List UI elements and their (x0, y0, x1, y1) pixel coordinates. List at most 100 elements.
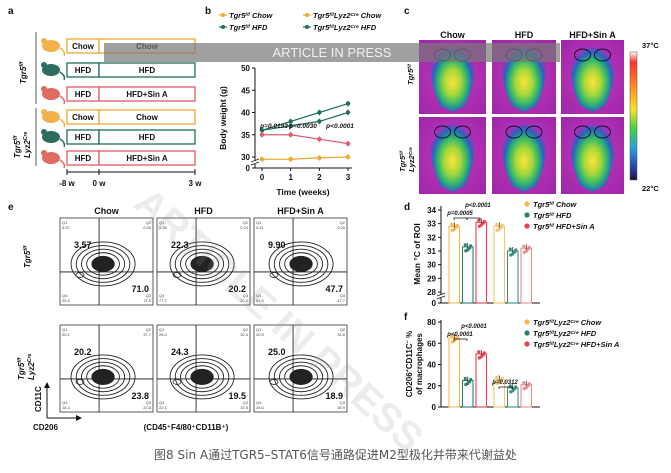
quadrant-value-lower-right: 23.8 (131, 391, 149, 401)
axis-break-mark (250, 161, 260, 166)
x-axis-title: Time (weeks) (276, 187, 329, 197)
data-point (288, 132, 293, 137)
label-part: Tgr5 (229, 23, 246, 32)
data-point (522, 250, 526, 254)
label-part: Lyz2 (554, 329, 572, 338)
quadrant-id-label: Q2 (146, 327, 152, 332)
quadrant-value-small: 20.9 (256, 332, 265, 337)
p-value-annotation: p=0.0193 (259, 123, 288, 130)
quadrant-value-small: 71.0 (143, 298, 152, 303)
density-contour (172, 379, 182, 385)
quadrant-value-small: 0.24 (240, 225, 249, 230)
label-part: Tgr5 (533, 340, 550, 349)
legend-marker (305, 25, 309, 29)
flow-plot-frame (59, 324, 154, 413)
data-point (527, 245, 531, 249)
label-part: Tgr5 (398, 155, 407, 172)
p-value-annotation: p=0.0312 (491, 380, 518, 386)
bar (461, 246, 474, 304)
thermal-column-title: Chow (440, 30, 465, 40)
mouse-ear (41, 150, 47, 156)
bar (520, 247, 533, 304)
density-contour (81, 248, 126, 280)
diet-label: HFD+Sin A (126, 90, 167, 99)
mouse-ear (41, 109, 47, 115)
quadrant-id-label: Q1 (62, 327, 68, 332)
legend-label: Tgr5f/fLyz2Cre Chow (313, 11, 382, 20)
mouse-ear (41, 129, 47, 135)
legend-label: Tgr5f/fLyz2Cre Chow (533, 318, 602, 327)
timeline-label: -8 w (59, 179, 75, 188)
flow-row-label: Tgr5f/f (23, 244, 32, 268)
data-point (522, 387, 526, 391)
superscript: Cre (351, 12, 359, 18)
label-part: Tgr5 (406, 68, 415, 85)
label-part: HFD+Sin A (579, 340, 620, 349)
data-point (495, 228, 499, 232)
roi-circle (454, 125, 471, 139)
density-contour (91, 368, 115, 385)
data-point (259, 157, 265, 162)
data-point (477, 224, 481, 228)
arrow-head (76, 415, 82, 421)
flow-gate-label: (CD45⁺F4/80⁺CD11B⁺) (144, 423, 229, 432)
data-point (509, 253, 513, 257)
roi-circle (594, 48, 611, 62)
superscript: Cre (351, 24, 359, 30)
data-point (317, 155, 322, 161)
quadrant-id-label: Q2 (340, 327, 346, 332)
quadrant-value-small: 32.4 (240, 332, 249, 337)
data-point (345, 110, 351, 115)
superscript: Cre (27, 353, 33, 362)
mouse-icon (41, 150, 66, 169)
scale-max-label: 37°C (642, 41, 659, 50)
data-point (469, 244, 473, 248)
roi-circle (594, 125, 611, 139)
superscript: f/f (549, 319, 555, 325)
legend-marker (524, 319, 530, 325)
quadrant-id-label: Q2 (340, 220, 346, 225)
p-value-annotation: p<0.0001 (460, 324, 487, 330)
mouse-body (42, 40, 60, 52)
label-part: Lyz2 (23, 140, 32, 158)
diet-box (98, 129, 196, 145)
density-contour (180, 361, 225, 393)
data-point (345, 101, 351, 106)
density-contour (91, 255, 115, 272)
quadrant-id-label: Q3 (146, 293, 152, 298)
significance-bracket (466, 217, 481, 220)
quadrant-id-label: Q1 (159, 327, 165, 332)
y-tick-label: 29 (427, 274, 436, 283)
pre-diet-label: Chow (72, 113, 95, 122)
bar (448, 225, 461, 304)
data-point (522, 244, 526, 248)
thermal-row-label: Lyz2Cre (407, 147, 416, 172)
axis-break-mark (250, 158, 260, 163)
density-contour (169, 241, 235, 287)
density-contour (284, 365, 318, 389)
quadrant-id-label: Q1 (159, 220, 165, 225)
data-point (288, 119, 293, 124)
mouse-body (42, 131, 60, 143)
label-part: Lyz2 (407, 154, 416, 172)
mouse-thermal-body (570, 46, 615, 112)
data-point (508, 247, 512, 251)
legend-marker (524, 341, 530, 347)
density-contour (169, 354, 235, 400)
superscript: f/f (549, 341, 555, 347)
label-part: Lyz2 (334, 11, 352, 20)
density-contour (279, 361, 324, 393)
legend-label: Tgr5f/fLyz2Cre HFD+Sin A (533, 340, 619, 349)
superscript: f/f (13, 134, 19, 140)
label-part: Tgr5 (229, 11, 246, 20)
data-point (317, 137, 322, 142)
y-tick-label: 34 (427, 206, 436, 215)
superscript: f/f (329, 12, 335, 18)
label-part: Lyz2 (27, 362, 36, 380)
series-line (261, 111, 349, 131)
density-contour (273, 245, 329, 283)
density-contour (174, 358, 230, 396)
quadrant-value-small: 18.9 (337, 405, 346, 410)
